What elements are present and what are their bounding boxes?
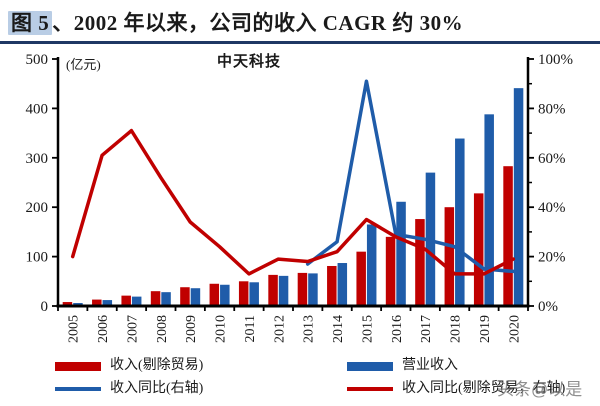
svg-text:2018: 2018 bbox=[449, 315, 464, 343]
svg-text:2011: 2011 bbox=[243, 315, 258, 342]
svg-text:200: 200 bbox=[26, 200, 49, 216]
chart-title: 中天科技 bbox=[216, 54, 281, 70]
svg-text:100: 100 bbox=[26, 250, 49, 266]
svg-text:2008: 2008 bbox=[155, 315, 170, 343]
svg-text:2010: 2010 bbox=[214, 315, 229, 343]
svg-text:20%: 20% bbox=[538, 250, 566, 266]
figure-title: 、2002 年以来，公司的收入 CAGR 约 30% bbox=[52, 11, 464, 35]
legend-marker-blue-bar bbox=[347, 361, 393, 371]
svg-text:2015: 2015 bbox=[360, 315, 375, 343]
svg-text:2007: 2007 bbox=[125, 315, 140, 343]
svg-text:80%: 80% bbox=[538, 101, 566, 117]
watermark: 头条@以是 bbox=[497, 380, 583, 399]
figure-header: 图 5 、2002 年以来，公司的收入 CAGR 约 30% bbox=[0, 0, 600, 37]
legend-item-revenue-ex-trade: 收入(剔除贸易) bbox=[55, 358, 347, 374]
svg-text:2006: 2006 bbox=[96, 315, 111, 343]
svg-text:2014: 2014 bbox=[331, 315, 346, 343]
chart-canvas: 500 400 300 200 100 0 100% 80% 60% 40% 20% 0% 2005 20… bbox=[26, 52, 574, 343]
legend-label: 营业收入 bbox=[402, 358, 458, 373]
svg-text:300: 300 bbox=[26, 151, 49, 167]
svg-text:0: 0 bbox=[41, 299, 49, 315]
svg-text:2017: 2017 bbox=[419, 315, 434, 343]
svg-text:2012: 2012 bbox=[272, 315, 287, 343]
svg-text:100%: 100% bbox=[538, 52, 573, 68]
left-axis-unit-label: (亿元) bbox=[66, 57, 101, 72]
svg-text:2009: 2009 bbox=[184, 315, 199, 343]
figure-number-badge: 图 5 bbox=[8, 11, 53, 35]
svg-text:400: 400 bbox=[26, 101, 49, 117]
chart-area: (亿元) 中天科技 500 400 300 200 100 0 100% 80% 60% 40% 2… bbox=[0, 44, 600, 357]
legend-label: 收入同比(剔除贸易，右轴) bbox=[402, 381, 566, 396]
svg-text:2020: 2020 bbox=[507, 315, 522, 343]
legend-marker-red-bar bbox=[55, 361, 101, 371]
svg-text:0%: 0% bbox=[538, 299, 558, 315]
svg-text:500: 500 bbox=[26, 52, 49, 68]
legend-label: 收入同比(右轴) bbox=[110, 381, 204, 396]
legend-label: 收入(剔除贸易) bbox=[110, 358, 204, 373]
svg-text:40%: 40% bbox=[538, 200, 566, 216]
svg-text:2016: 2016 bbox=[390, 315, 405, 343]
title-underline bbox=[0, 41, 600, 44]
legend-item-revenue-yoy: 收入同比(右轴) bbox=[55, 381, 347, 397]
svg-text:60%: 60% bbox=[538, 151, 566, 167]
legend-item-revenue-yoy-ex-trade: 收入同比(剔除贸易，右轴) bbox=[347, 381, 600, 397]
svg-text:2019: 2019 bbox=[478, 315, 493, 343]
legend-marker-blue-line bbox=[55, 387, 101, 391]
legend-item-operating-revenue: 营业收入 bbox=[347, 358, 600, 374]
svg-text:2013: 2013 bbox=[302, 315, 317, 343]
svg-text:2005: 2005 bbox=[67, 315, 82, 343]
legend-marker-red-line bbox=[347, 387, 393, 391]
chart-legend: 收入(剔除贸易) 营业收入 收入同比(右轴) 收入同比(剔除贸易，右轴) bbox=[0, 358, 600, 397]
